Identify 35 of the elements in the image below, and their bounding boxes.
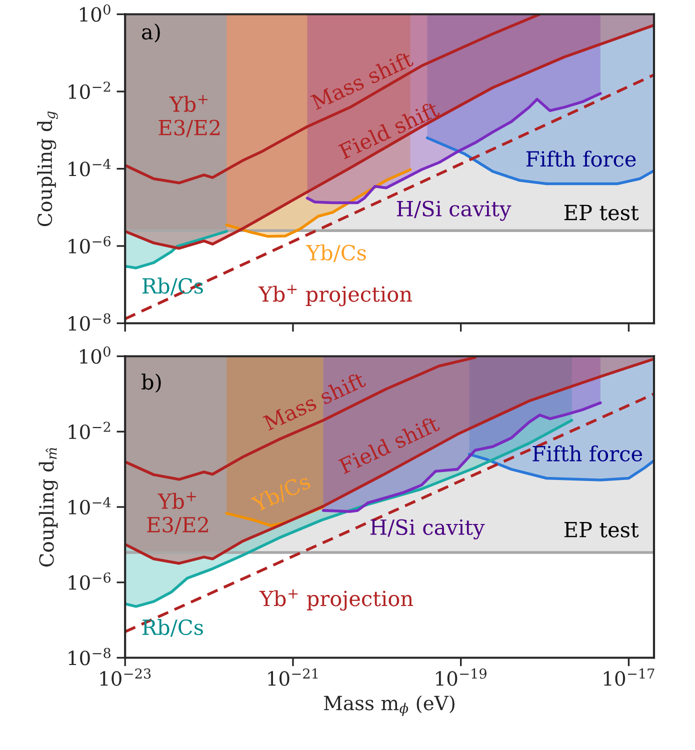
annotation: Yb$^{+}$ E3/E2 <box>147 492 208 534</box>
x-tick-label: 10$^{−17}$ <box>604 668 654 686</box>
y-tick-label: 10$^{−6}$ <box>68 572 111 590</box>
annotation: Mass shift <box>262 370 367 431</box>
annotation: H/Si cavity <box>396 200 512 221</box>
y-axis-title: Coupling d$_{g}$ <box>37 111 58 226</box>
x-tick-label: 10$^{−19}$ <box>436 668 486 686</box>
y-axis-title: Coupling d$_{m̂}$ <box>38 448 58 567</box>
annotation: Yb$^{+}$ projection <box>259 589 414 611</box>
annotation: Rb/Cs <box>142 278 203 296</box>
y-tick-label: 10$^{−8}$ <box>68 648 110 666</box>
annotation: Yb$^{+}$ E3/E2 <box>158 94 220 138</box>
annotation: H/Si cavity <box>370 519 485 540</box>
y-tick-label: 10$^{−8}$ <box>68 313 110 331</box>
annotation: EP test <box>564 522 639 538</box>
x-tick-label: 10$^{−21}$ <box>268 668 318 686</box>
y-tick-label: 10$^{−4}$ <box>68 497 111 515</box>
y-tick-label: 10$^{−2}$ <box>68 422 110 440</box>
y-tick-label: 10$^{−6}$ <box>68 236 111 254</box>
y-tick-label: 10$^{−4}$ <box>68 158 111 176</box>
annotation: b) <box>142 374 161 393</box>
annotation: Fifth force <box>526 150 636 167</box>
annotation: Mass shift <box>310 50 414 110</box>
y-tick-label: 10$^{0}$ <box>80 346 110 364</box>
annotation: Rb/Cs <box>142 619 203 637</box>
annotation: EP test <box>564 204 639 220</box>
x-axis-title: Mass m$_{ϕ}$ (eV) <box>324 695 454 716</box>
y-tick-label: 10$^{−2}$ <box>68 82 110 100</box>
x-tick-label: 10$^{−23}$ <box>100 668 151 686</box>
annotation: Yb/Cs <box>250 472 312 514</box>
annotation: Fifth force <box>532 445 642 462</box>
y-tick-label: 10$^{0}$ <box>80 4 110 22</box>
annotation: Yb$^{+}$ projection <box>258 284 412 306</box>
annotation: Yb/Cs <box>306 244 366 262</box>
annotation: a) <box>142 23 160 43</box>
